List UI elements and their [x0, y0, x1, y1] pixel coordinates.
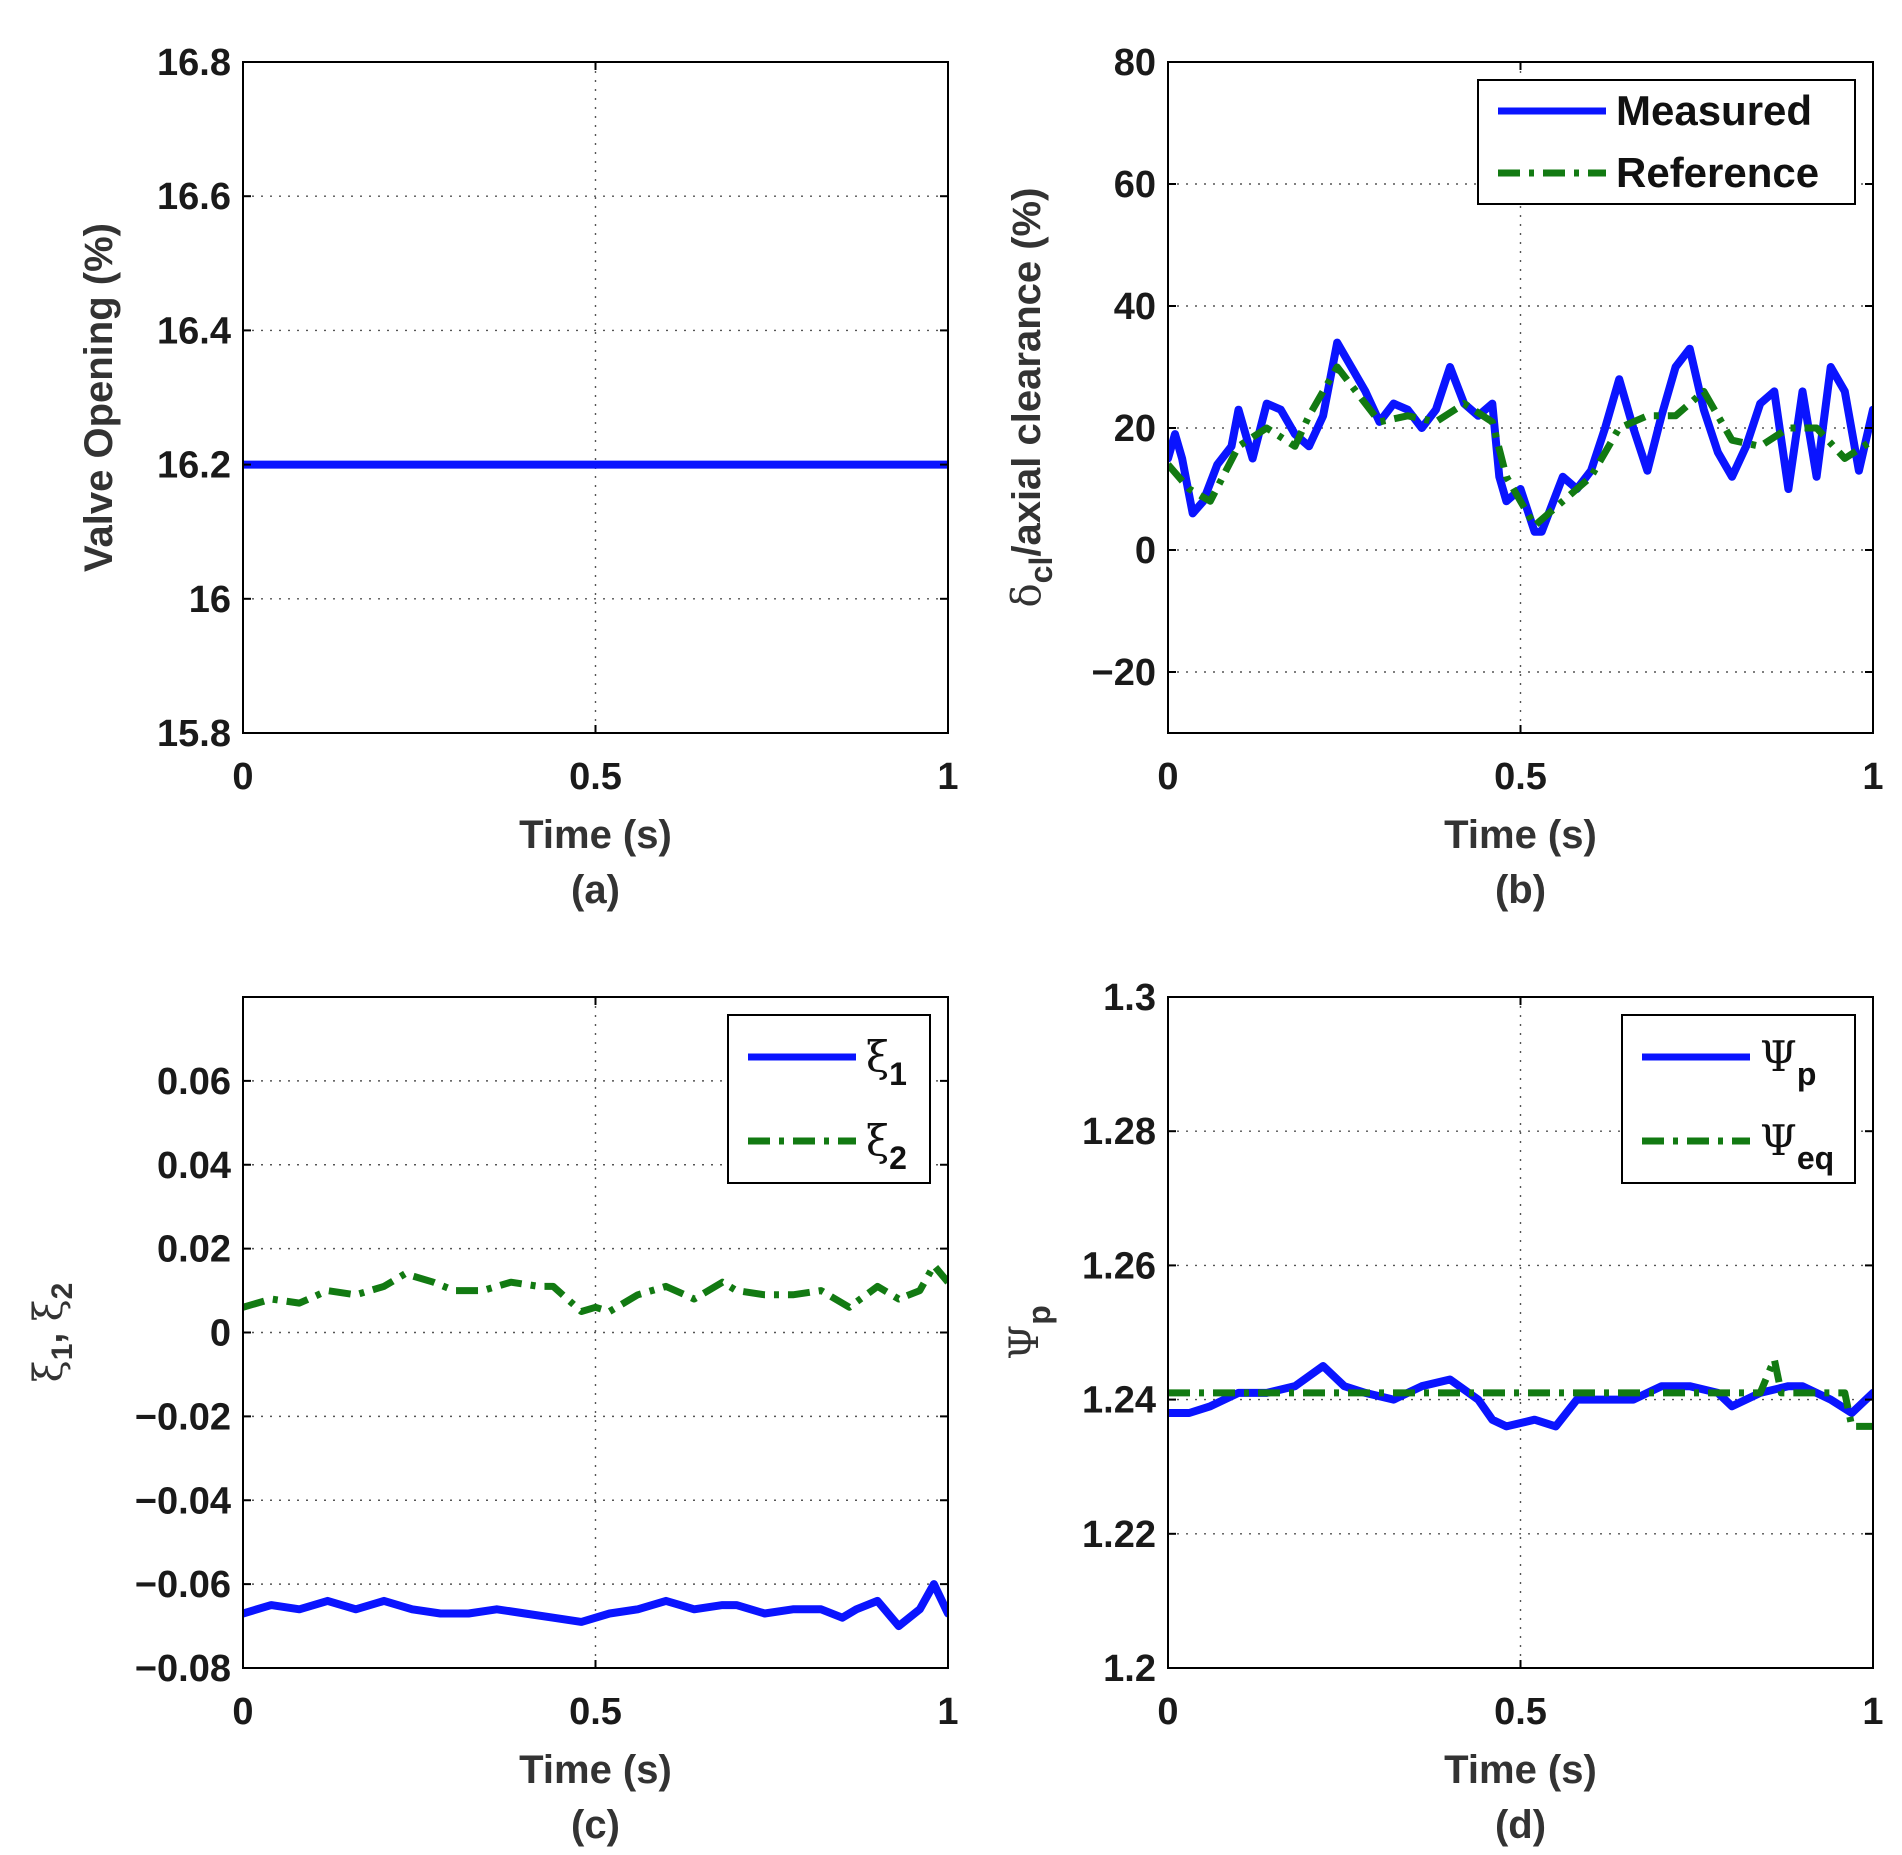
y-tick-label: 0: [1135, 530, 1156, 572]
x-tick-label: 1: [1862, 1691, 1883, 1733]
panel-label: (b): [1495, 868, 1546, 912]
series-c-ξ1: [243, 1580, 948, 1631]
y-axis-label: Valve Opening (%): [77, 223, 121, 572]
legend-symbol: ξ: [866, 1116, 889, 1165]
y-tick-label: 16: [189, 579, 231, 621]
y-tick-label: 16.8: [157, 42, 231, 84]
y-tick-label: 1.3: [1103, 977, 1156, 1019]
y-tick-label: −0.04: [135, 1480, 231, 1522]
y-label-subscript: p: [1021, 1305, 1057, 1325]
y-tick-label: 1.28: [1082, 1111, 1156, 1153]
panel-label: (c): [571, 1803, 620, 1847]
y-label-subscript: 1: [46, 1344, 79, 1361]
y-label-subscript: 2: [46, 1283, 79, 1300]
series-b-Measured: [1168, 338, 1873, 536]
panel-label: (a): [571, 868, 620, 912]
legend-symbol: ξ: [866, 1032, 889, 1081]
legend: Measured Reference: [1477, 79, 1856, 205]
panel-label: (d): [1495, 1803, 1546, 1847]
y-tick-label: 0.06: [157, 1061, 231, 1103]
y-tick-label: 1.2: [1103, 1648, 1156, 1690]
panel-a: 0 0.5 1 15.8 16 16.2 16.4 16.6 16.8 Time (s) (a) Va…: [77, 42, 959, 912]
y-tick-label: 1.26: [1082, 1245, 1156, 1287]
y-tick-label: 60: [1114, 164, 1156, 206]
x-axis-label: Time (s): [519, 813, 672, 857]
legend-subscript: 2: [889, 1140, 907, 1176]
legend-label: Measured: [1616, 87, 1812, 134]
legend-label: Ψp: [1760, 1032, 1816, 1092]
x-tick-label: 0.5: [569, 1691, 622, 1733]
x-tick-label: 1: [937, 756, 958, 798]
y-tick-label: 1.24: [1082, 1380, 1156, 1422]
y-tick-label: 80: [1114, 42, 1156, 84]
y-label-symbol: ξ: [26, 1360, 72, 1382]
y-label-text: /axial clearance (%): [1005, 188, 1049, 557]
y-tick-label: 0.04: [157, 1145, 231, 1187]
legend-symbol: Ψ: [1760, 1032, 1797, 1081]
x-tick-label: 1: [1862, 756, 1883, 798]
x-tick-label: 0: [232, 756, 253, 798]
legend-label: Reference: [1616, 149, 1819, 196]
x-tick-label: 0: [1157, 756, 1178, 798]
y-tick-label: 16.4: [157, 310, 231, 352]
series-c-ξ2: [243, 1261, 948, 1315]
series-d-Ψeq: [1168, 1355, 1873, 1430]
panel-c: 0 0.5 1 −0.08 −0.06 −0.04 −0.02 0 0.02 0.04 0.06 Ti…: [26, 996, 959, 1847]
y-label-subscript: cl: [1023, 557, 1059, 584]
x-tick-label: 1: [937, 1691, 958, 1733]
y-tick-label: 40: [1114, 286, 1156, 328]
y-label-symbol: ξ: [26, 1299, 72, 1321]
x-axis-label: Time (s): [1444, 1748, 1597, 1792]
legend-label: ξ1: [866, 1032, 907, 1092]
x-axis-label: Time (s): [519, 1748, 672, 1792]
x-tick-label: 0.5: [1494, 756, 1547, 798]
y-tick-label: 16.2: [157, 445, 231, 487]
y-tick-label: 0.02: [157, 1229, 231, 1271]
series-d-Ψp: [1168, 1362, 1873, 1431]
legend-subscript: 1: [889, 1056, 907, 1092]
y-tick-label: 15.8: [157, 713, 231, 755]
y-label-symbol: Ψ: [1002, 1325, 1048, 1360]
legend-subscript: eq: [1797, 1140, 1834, 1176]
panel-b: 0 0.5 1 −20 0 20 40 60 80 Time (s) (b) δcl/axial cl…: [1004, 42, 1884, 912]
y-axis-label: δcl/axial clearance (%): [1004, 188, 1059, 608]
x-tick-label: 0.5: [569, 756, 622, 798]
legend-symbol: Ψ: [1760, 1116, 1797, 1165]
series-b-Reference: [1168, 363, 1873, 530]
y-tick-label: −20: [1092, 652, 1156, 694]
x-tick-label: 0: [232, 1691, 253, 1733]
x-axis-label: Time (s): [1444, 813, 1597, 857]
legend-box: [1621, 1014, 1856, 1184]
y-axis-label: ξ1, ξ2: [26, 1283, 79, 1383]
legend-box: [1477, 79, 1856, 205]
y-label-symbol: δ: [1004, 583, 1050, 607]
y-axis-label: Ψp: [1002, 1305, 1057, 1360]
x-tick-label: 0.5: [1494, 1691, 1547, 1733]
legend-subscript: p: [1797, 1056, 1817, 1092]
y-label-separator: ,: [27, 1321, 71, 1343]
legend-box: [727, 1014, 931, 1184]
y-tick-label: 1.22: [1082, 1514, 1156, 1556]
y-tick-label: 16.6: [157, 176, 231, 218]
y-tick-label: 0: [210, 1313, 231, 1355]
legend-label: ξ2: [866, 1116, 907, 1176]
legend-label: Ψeq: [1760, 1116, 1834, 1176]
y-tick-label: −0.06: [135, 1564, 231, 1606]
panel-d: 0 0.5 1 1.2 1.22 1.24 1.26 1.28 1.3 Time (s) (d) Ψp…: [1002, 977, 1884, 1847]
y-tick-label: −0.08: [135, 1648, 231, 1690]
y-tick-label: −0.02: [135, 1396, 231, 1438]
y-tick-label: 20: [1114, 408, 1156, 450]
x-tick-label: 0: [1157, 1691, 1178, 1733]
